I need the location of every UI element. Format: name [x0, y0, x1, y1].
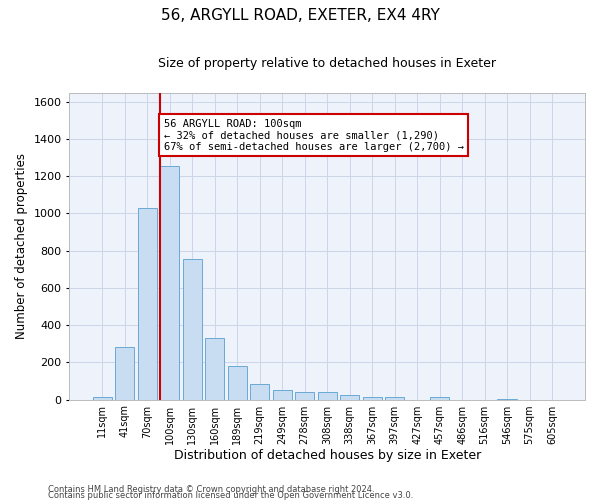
- Title: Size of property relative to detached houses in Exeter: Size of property relative to detached ho…: [158, 58, 496, 70]
- Bar: [227, 366, 247, 400]
- Bar: [340, 396, 359, 400]
- Bar: [317, 392, 337, 400]
- X-axis label: Distribution of detached houses by size in Exeter: Distribution of detached houses by size …: [173, 450, 481, 462]
- Bar: [250, 384, 269, 400]
- Text: 56, ARGYLL ROAD, EXETER, EX4 4RY: 56, ARGYLL ROAD, EXETER, EX4 4RY: [161, 8, 439, 22]
- Bar: [497, 398, 517, 400]
- Bar: [272, 390, 292, 400]
- Bar: [115, 348, 134, 400]
- Bar: [205, 338, 224, 400]
- Bar: [430, 398, 449, 400]
- Text: 56 ARGYLL ROAD: 100sqm
← 32% of detached houses are smaller (1,290)
67% of semi-: 56 ARGYLL ROAD: 100sqm ← 32% of detached…: [164, 118, 464, 152]
- Y-axis label: Number of detached properties: Number of detached properties: [15, 153, 28, 339]
- Bar: [138, 208, 157, 400]
- Bar: [93, 398, 112, 400]
- Bar: [182, 259, 202, 400]
- Bar: [362, 397, 382, 400]
- Text: Contains public sector information licensed under the Open Government Licence v3: Contains public sector information licen…: [48, 490, 413, 500]
- Bar: [295, 392, 314, 400]
- Text: Contains HM Land Registry data © Crown copyright and database right 2024.: Contains HM Land Registry data © Crown c…: [48, 484, 374, 494]
- Bar: [160, 166, 179, 400]
- Bar: [385, 398, 404, 400]
